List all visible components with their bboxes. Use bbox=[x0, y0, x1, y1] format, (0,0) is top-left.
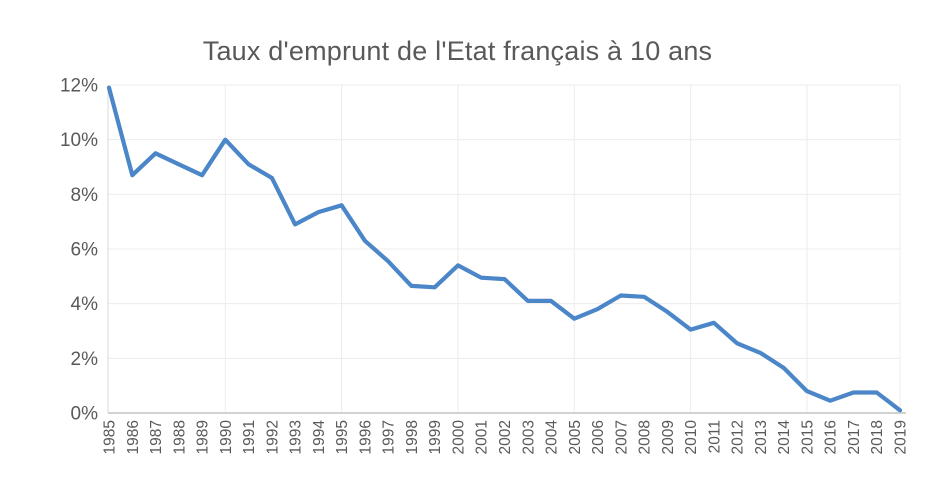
x-tick-label: 1993 bbox=[288, 420, 305, 454]
x-tick-label: 2018 bbox=[869, 420, 886, 454]
y-tick-label: 12% bbox=[60, 76, 98, 97]
x-tick-label: 1988 bbox=[171, 420, 188, 454]
x-tick-label: 1999 bbox=[427, 420, 444, 454]
x-tick-label: 1991 bbox=[241, 420, 258, 454]
x-tick-label: 2009 bbox=[660, 420, 677, 454]
x-tick-label: 1992 bbox=[264, 420, 281, 454]
x-tick-label: 1986 bbox=[125, 420, 142, 454]
x-tick-label: 2017 bbox=[846, 420, 863, 454]
x-tick-label: 2015 bbox=[799, 420, 816, 454]
y-tick-label: 0% bbox=[71, 404, 99, 425]
y-tick-label: 4% bbox=[71, 294, 99, 315]
x-tick-label: 1998 bbox=[404, 420, 421, 454]
x-tick-label: 1997 bbox=[381, 420, 398, 454]
x-tick-label: 2019 bbox=[893, 420, 910, 454]
x-tick-label: 1989 bbox=[195, 420, 212, 454]
x-tick-label: 2007 bbox=[613, 420, 630, 454]
x-tick-label: 2013 bbox=[753, 420, 770, 454]
x-tick-label: 2003 bbox=[520, 420, 537, 454]
x-tick-label: 1985 bbox=[102, 420, 119, 454]
x-tick-label: 1987 bbox=[148, 420, 165, 454]
x-tick-label: 1995 bbox=[334, 420, 351, 454]
chart-title: Taux d'emprunt de l'Etat français à 10 a… bbox=[202, 36, 713, 66]
y-tick-label: 2% bbox=[71, 349, 99, 370]
x-tick-label: 2011 bbox=[706, 420, 723, 453]
x-tick-label: 2010 bbox=[683, 420, 700, 455]
x-tick-label: 2002 bbox=[497, 420, 514, 454]
x-tick-label: 2005 bbox=[567, 420, 584, 454]
x-tick-label: 1994 bbox=[311, 420, 328, 455]
x-tick-label: 2000 bbox=[450, 420, 467, 455]
x-tick-label: 1990 bbox=[218, 420, 235, 455]
x-tick-label: 2001 bbox=[474, 420, 491, 454]
x-tick-label: 1996 bbox=[357, 420, 374, 454]
x-tick-label: 2008 bbox=[637, 420, 654, 454]
y-tick-label: 10% bbox=[60, 130, 98, 151]
x-tick-label: 2006 bbox=[590, 420, 607, 454]
x-tick-label: 2004 bbox=[544, 420, 561, 455]
y-tick-label: 8% bbox=[71, 185, 99, 206]
x-tick-label: 2016 bbox=[823, 420, 840, 454]
y-tick-label: 6% bbox=[71, 240, 99, 261]
x-tick-label: 2012 bbox=[730, 420, 747, 454]
line-series-path bbox=[106, 85, 903, 413]
x-tick-label: 2014 bbox=[776, 420, 793, 455]
